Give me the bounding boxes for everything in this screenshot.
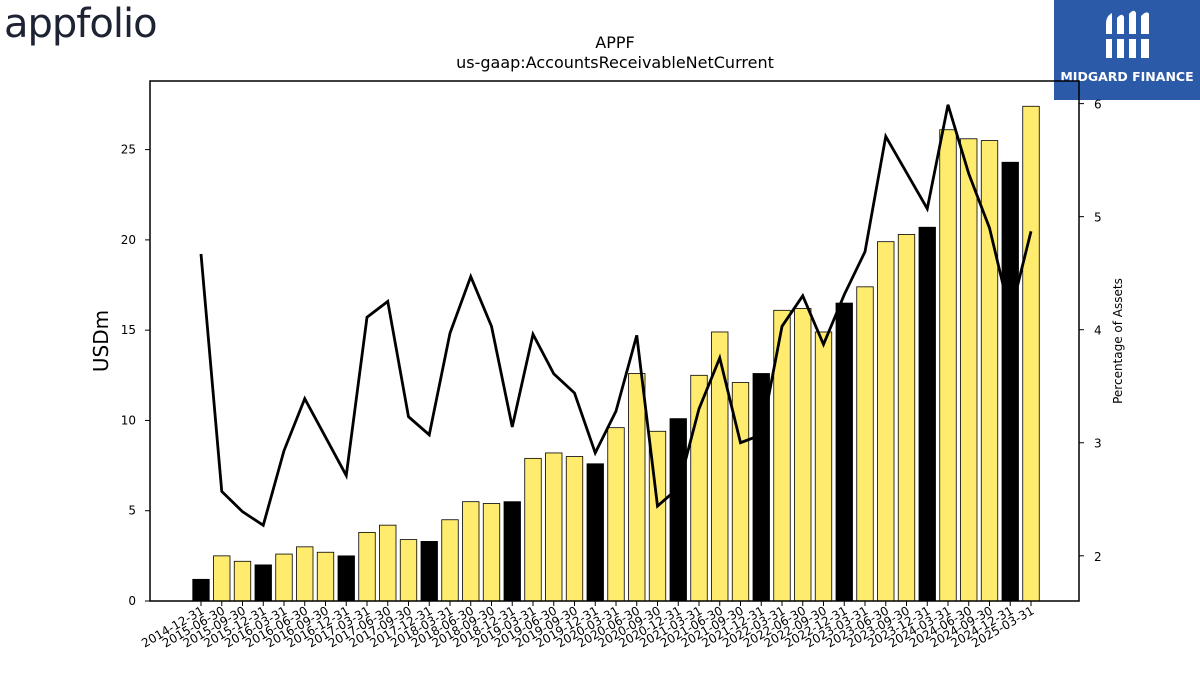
bar-2019-12-31 xyxy=(586,463,604,602)
midgard-finance-wordmark: MIDGARD FINANCE xyxy=(1060,69,1194,84)
bar-2016-06-30 xyxy=(296,546,314,602)
y2-tick-label: 4 xyxy=(1094,324,1102,338)
appfolio-logo: appfolio xyxy=(4,1,158,47)
bar-2015-09-30 xyxy=(233,560,252,602)
y-tick-label: 10 xyxy=(121,413,136,427)
midgard-finance-logo: MIDGARD FINANCE xyxy=(1054,0,1200,100)
y-tick-label: 20 xyxy=(121,233,136,247)
y-left-axis: 0 5 10 15 20 25 xyxy=(121,143,150,608)
bar-2018-09-30 xyxy=(482,503,501,602)
bar-2019-09-30 xyxy=(565,456,584,602)
chart-title: APPF xyxy=(595,33,634,52)
bar-2023-03-31 xyxy=(856,286,874,602)
bar-2016-09-30 xyxy=(316,551,335,602)
y2-tick-label: 5 xyxy=(1094,211,1102,225)
y2-tick-label: 2 xyxy=(1094,550,1102,564)
y2-tick-label: 6 xyxy=(1094,98,1102,112)
pct-assets-line xyxy=(199,104,1033,528)
bar-2025-03-31 xyxy=(1022,105,1040,602)
bar-2017-03-31 xyxy=(358,531,376,602)
y-tick-label: 5 xyxy=(128,504,136,518)
bar-2024-06-30 xyxy=(960,138,978,602)
y-tick-label: 0 xyxy=(128,594,136,608)
x-axis: 2014-12-312015-06-302015-09-302015-12-31… xyxy=(139,601,1037,650)
plot-frame xyxy=(149,80,1080,602)
y-axis-label: USDm xyxy=(89,310,113,372)
bar-2022-06-30 xyxy=(794,308,812,602)
bars-layer xyxy=(192,105,1040,602)
bar-2022-12-31 xyxy=(835,302,853,602)
bar-2019-06-30 xyxy=(545,452,563,602)
bar-2016-03-31 xyxy=(275,553,293,602)
bar-2017-12-31 xyxy=(420,541,438,602)
bar-2023-12-31 xyxy=(918,226,936,602)
bar-2024-12-31 xyxy=(1001,161,1019,602)
bar-2015-06-30 xyxy=(213,555,231,602)
bar-2019-03-31 xyxy=(524,457,542,602)
bar-2018-03-31 xyxy=(441,519,459,602)
y2-axis-label: Percentage of Assets xyxy=(1111,278,1125,404)
bar-2016-12-31 xyxy=(337,555,355,602)
bar-2023-06-30 xyxy=(877,241,895,602)
bar-2018-12-31 xyxy=(503,501,521,602)
midgard-logo-mark-icon xyxy=(1106,10,1149,58)
y2-tick-label: 3 xyxy=(1094,437,1102,451)
y-tick-label: 25 xyxy=(121,143,136,157)
y-tick-label: 15 xyxy=(121,323,136,337)
bar-2023-09-30 xyxy=(897,234,916,602)
bar-2020-03-31 xyxy=(607,427,625,602)
bar-2014-12-31 xyxy=(192,578,210,602)
bar-2022-09-30 xyxy=(814,331,833,602)
y-right-axis: 2 3 4 5 6 xyxy=(1079,98,1102,564)
bar-2017-09-30 xyxy=(399,539,418,602)
bar-2024-03-31 xyxy=(939,129,957,602)
bar-2020-06-30 xyxy=(628,373,646,602)
bar-2015-12-31 xyxy=(254,564,272,602)
bar-2017-06-30 xyxy=(379,524,397,602)
chart-subtitle: us-gaap:AccountsReceivableNetCurrent xyxy=(456,53,774,72)
bar-2020-12-31 xyxy=(669,418,687,602)
bar-2018-06-30 xyxy=(462,501,480,602)
line-layer xyxy=(199,104,1033,528)
